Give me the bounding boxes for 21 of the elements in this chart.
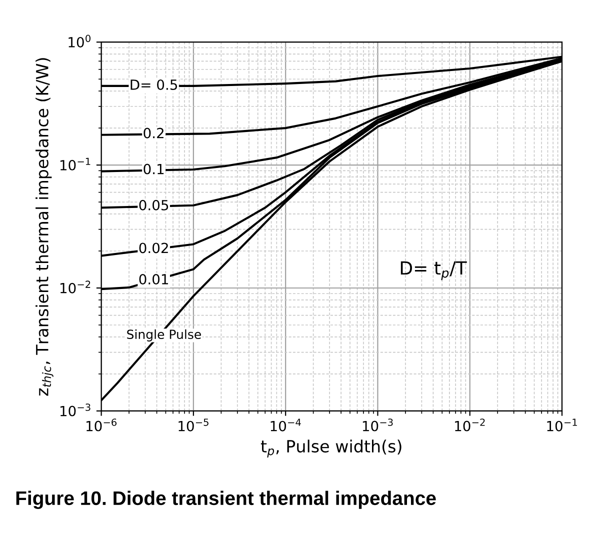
series-label: 0.02 [139,242,168,254]
y-tick-label: 10$^{−3}$ [60,404,90,416]
x-tick-label: 10$^{−1}$ [547,418,577,432]
y-tick-label: 10$^{−1}$ [60,158,90,170]
x-axis-title: t$_{p}$, Pulse width(s) [260,440,402,458]
x-tick-label: 10$^{−4}$ [270,418,301,432]
series-label: 0.05 [139,200,168,210]
series-label: Single Pulse [127,329,201,342]
x-tick-label: 10$^{−6}$ [86,418,117,432]
y-tick-label: 10$^{0}$ [68,34,90,48]
series-label: D= 0.5 [130,79,178,90]
series-label: 0.1 [144,164,164,174]
x-tick-label: 10$^{−5}$ [178,418,208,432]
series-label: 0.2 [144,128,164,138]
caption: Figure 10. Diode transient thermal impedance [16,490,436,510]
x-tick-label: 10$^{−2}$ [455,418,485,432]
x-tick-label: 10$^{−3}$ [362,418,393,432]
y-tick-label: 10$^{−2}$ [60,280,90,294]
y-axis-title: z$_{thjc}$, Transient thermal impedance (K/W) [36,58,54,396]
annotation: D= t$_{p}$/T [400,261,467,280]
series-label: 0.01 [139,274,168,284]
